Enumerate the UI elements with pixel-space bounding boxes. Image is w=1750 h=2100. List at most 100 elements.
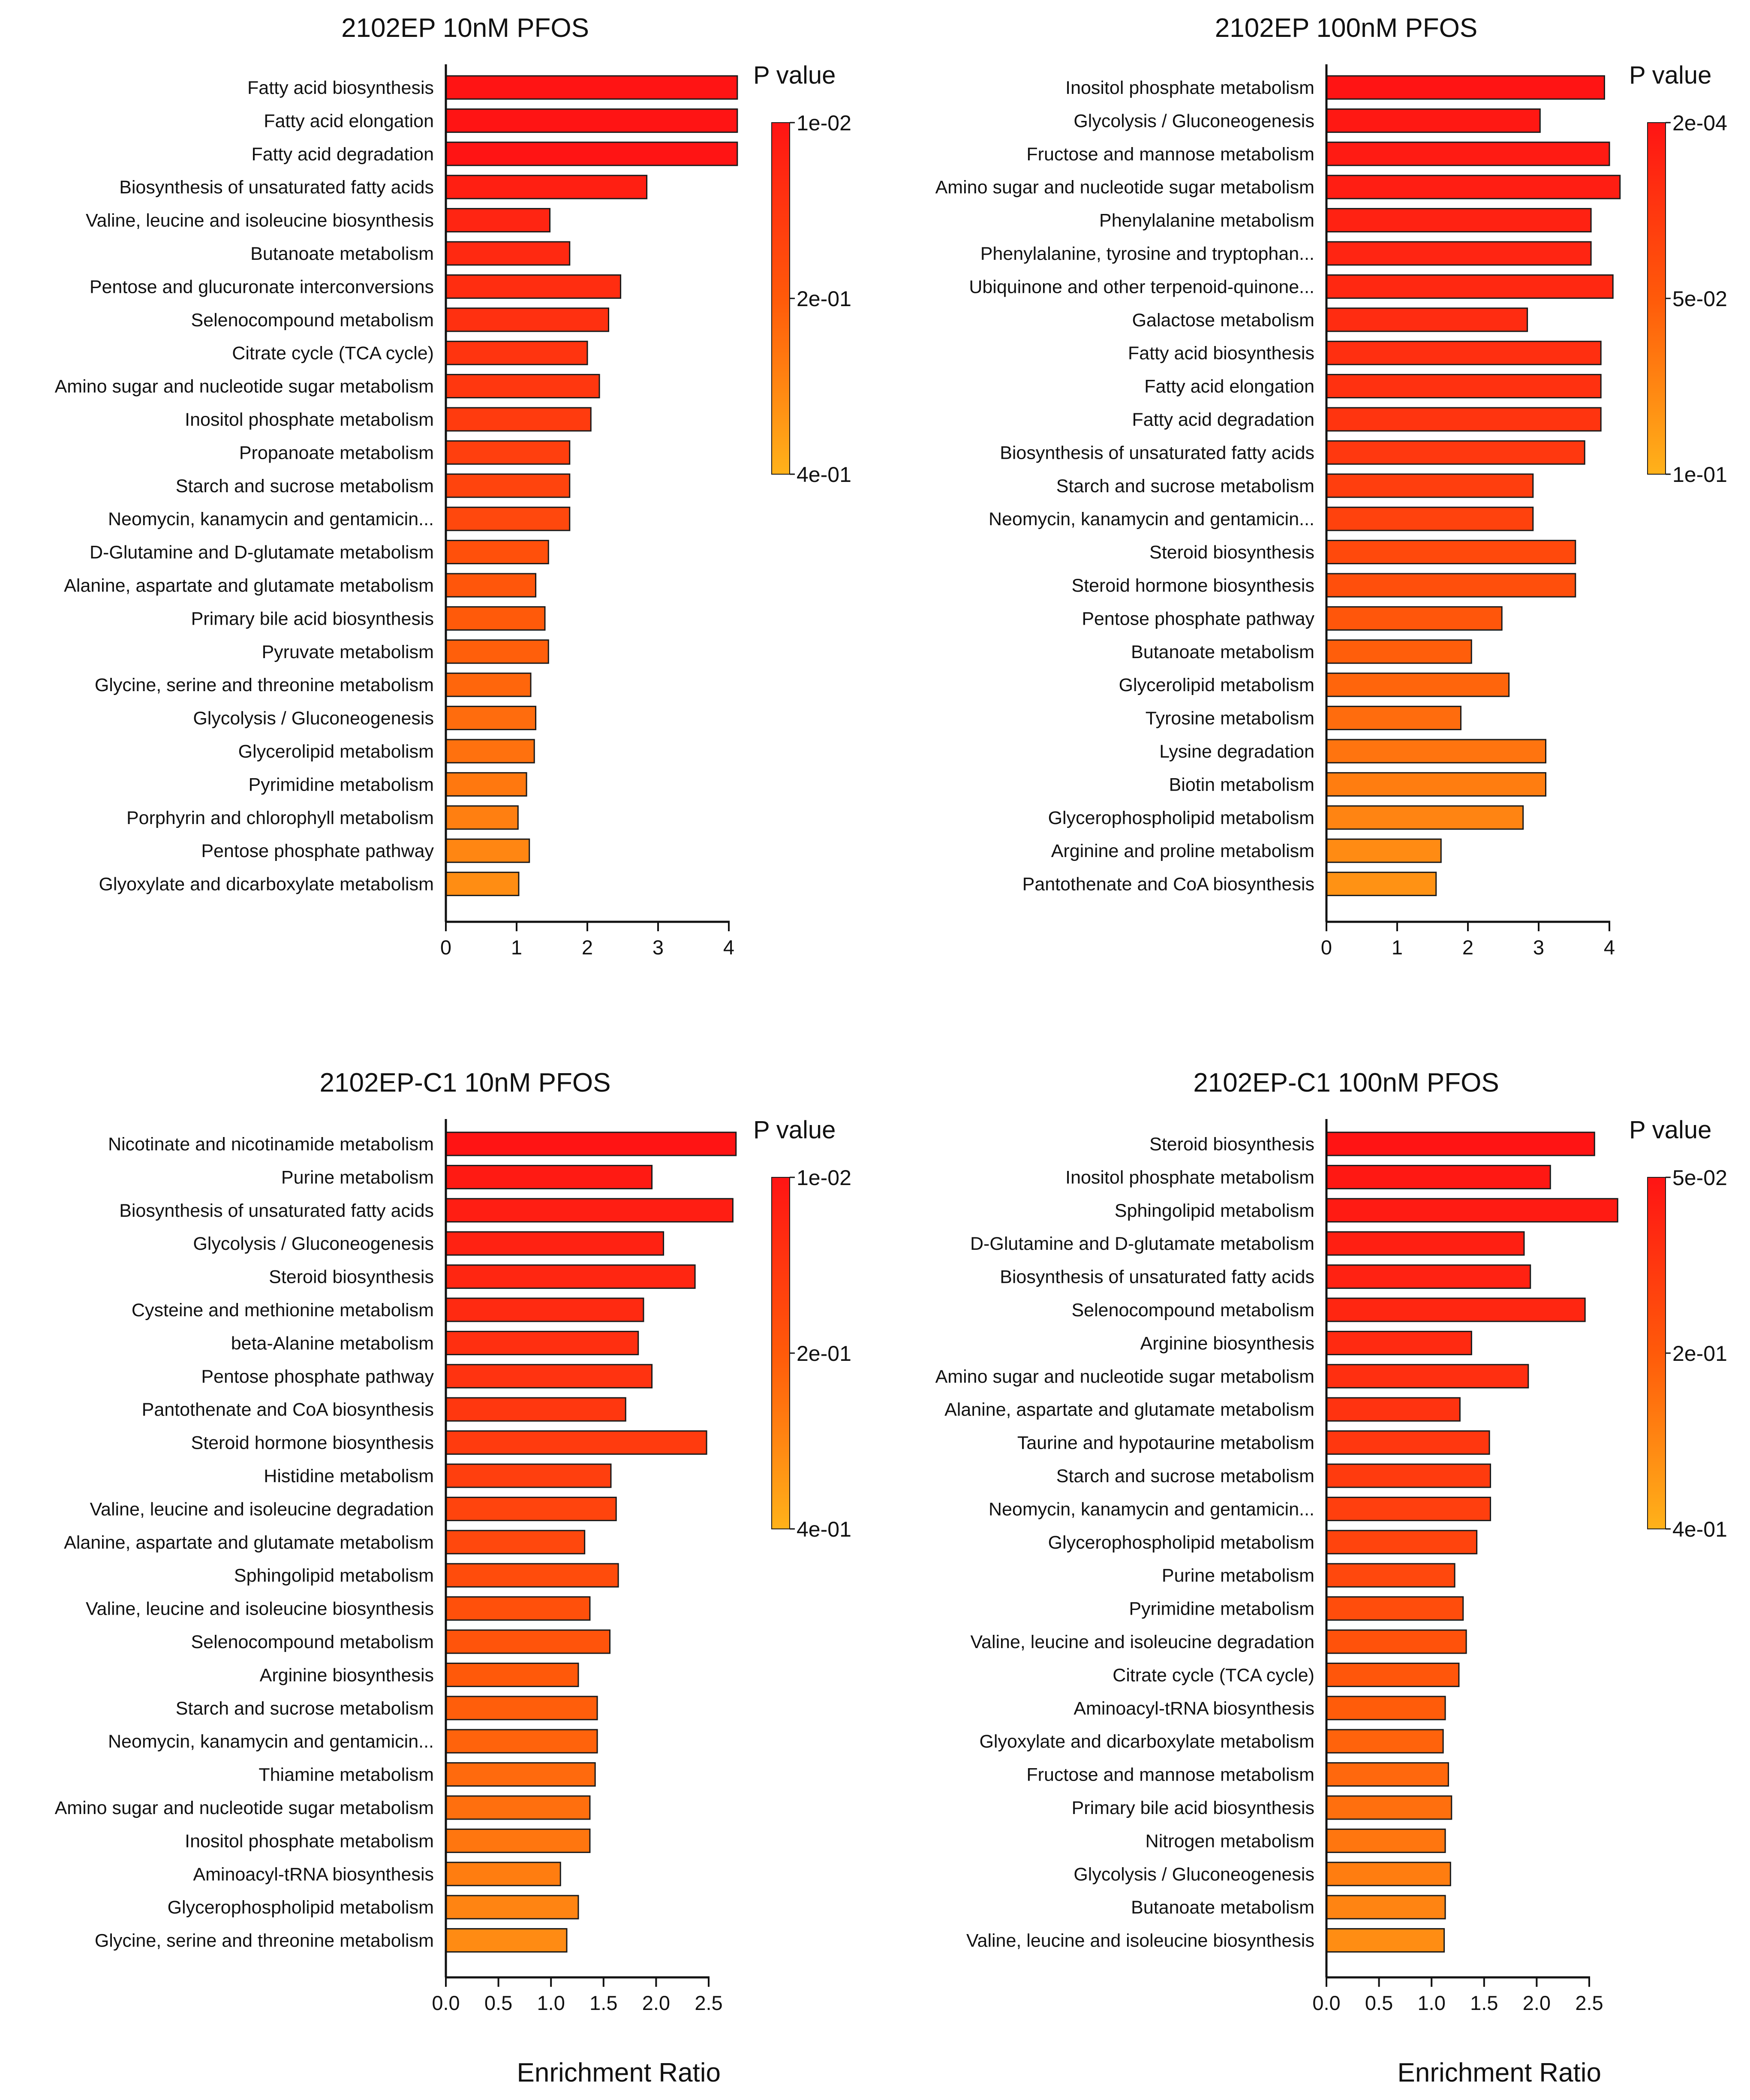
category-label: Starch and sucrose metabolism (1056, 1466, 1314, 1486)
category-label: Pentose and glucuronate interconversions (90, 277, 434, 297)
category-label: Biotin metabolism (1169, 774, 1314, 795)
x-tick-label: 2.5 (695, 1992, 722, 2014)
x-tick-label: 3 (1533, 936, 1544, 959)
category-label: Aminoacyl-tRNA biosynthesis (1073, 1698, 1314, 1719)
category-label: Pentose phosphate pathway (201, 1366, 434, 1387)
category-label: Primary bile acid biosynthesis (1072, 1798, 1314, 1818)
category-label: Primary bile acid biosynthesis (191, 608, 434, 629)
category-label: Valine, leucine and isoleucine degradati… (971, 1632, 1314, 1652)
chart-title: 2102EP-C1 10nM PFOS (320, 1068, 611, 1098)
bar (445, 407, 592, 432)
bar (445, 506, 571, 531)
bar (445, 1895, 579, 1919)
category-label: Alanine, aspartate and glutamate metabol… (64, 1532, 434, 1553)
bar (445, 1264, 696, 1289)
bar (445, 174, 648, 199)
bar (1326, 1231, 1525, 1256)
category-label: Ubiquinone and other terpenoid-quinone..… (969, 277, 1314, 297)
bar (445, 1330, 639, 1355)
category-label: Citrate cycle (TCA cycle) (232, 343, 434, 364)
category-label: Fructose and mannose metabolism (1026, 144, 1314, 165)
bar (1326, 208, 1592, 233)
category-label: Biosynthesis of unsaturated fatty acids (119, 1200, 434, 1221)
chart-panel-1: 2102EP 10nM PFOS Fatty acid biosynthesis F… (55, 13, 851, 959)
category-label: Citrate cycle (TCA cycle) (1113, 1665, 1314, 1685)
category-label: Steroid biosynthesis (1149, 1134, 1314, 1155)
bar (1326, 75, 1605, 100)
x-tick-label: 1.0 (1418, 1992, 1446, 2014)
bar (1326, 1762, 1449, 1787)
category-label: Pantothenate and CoA biosynthesis (1022, 874, 1314, 895)
x-tick-label: 1.0 (537, 1992, 565, 2014)
category-label: Amino sugar and nucleotide sugar metabol… (55, 1798, 434, 1818)
bar (1326, 1364, 1529, 1389)
bar (1326, 407, 1602, 432)
chart-title: 2102EP 100nM PFOS (1215, 13, 1477, 43)
category-label: Arginine biosynthesis (1140, 1333, 1314, 1354)
x-tick-label: 4 (723, 936, 734, 959)
category-label: Cysteine and methionine metabolism (132, 1300, 434, 1321)
category-label: beta-Alanine metabolism (231, 1333, 434, 1354)
bar (1326, 872, 1437, 897)
legend-title: P value (1629, 61, 1711, 89)
bar (445, 1198, 734, 1223)
category-label: Amino sugar and nucleotide sugar metabol… (55, 376, 434, 397)
bar (1326, 1895, 1446, 1919)
category-label: Fructose and mannose metabolism (1026, 1765, 1314, 1785)
category-label: Glycolysis / Gluconeogenesis (193, 1234, 434, 1254)
legend-title: P value (753, 61, 836, 89)
category-label: Phenylalanine, tyrosine and tryptophan..… (980, 244, 1314, 264)
x-tick-label: 0.5 (1365, 1992, 1393, 2014)
category-label: Lysine degradation (1159, 741, 1314, 762)
category-label: Fatty acid biosynthesis (247, 78, 434, 98)
bar (445, 1563, 619, 1588)
bar (445, 872, 520, 897)
legend-tick-label: 2e-01 (797, 287, 851, 311)
x-tick-label: 0 (440, 936, 451, 959)
bar (1326, 473, 1534, 498)
bar (445, 473, 571, 498)
bar (1326, 1463, 1491, 1488)
legend-color-bar (771, 122, 790, 475)
category-label: Glycine, serine and threonine metabolism (95, 675, 434, 695)
bar (1326, 1131, 1595, 1156)
category-label: Valine, leucine and isoleucine degradati… (90, 1499, 434, 1519)
category-label: Amino sugar and nucleotide sugar metabol… (935, 1366, 1314, 1387)
legend-tick-label: 4e-01 (797, 463, 851, 487)
category-label: Selenocompound metabolism (191, 1632, 434, 1652)
bar (445, 706, 537, 731)
legend-color-bar (1647, 122, 1666, 475)
bar (1326, 1297, 1586, 1322)
bar (445, 1164, 653, 1189)
category-label: Pentose phosphate pathway (1082, 608, 1314, 629)
category-label: Starch and sucrose metabolism (176, 476, 434, 496)
category-label: Fatty acid degradation (252, 144, 434, 165)
bar (1326, 374, 1602, 399)
legend-title: P value (753, 1116, 836, 1144)
category-label: Glyoxylate and dicarboxylate metabolism (979, 1731, 1314, 1752)
bar (445, 1297, 644, 1322)
bar (445, 274, 622, 299)
category-label: D-Glutamine and D-glutamate metabolism (970, 1234, 1314, 1254)
bar (445, 1496, 617, 1521)
category-label: Biosynthesis of unsaturated fatty acids (1000, 1267, 1314, 1288)
category-label: Pentose phosphate pathway (201, 841, 434, 861)
category-label: Butanoate metabolism (1131, 642, 1314, 662)
bar (445, 440, 571, 465)
bar (445, 1430, 707, 1455)
legend-tick-label: 4e-01 (1672, 1517, 1727, 1541)
category-label: Inositol phosphate metabolism (185, 1831, 434, 1851)
category-label: Neomycin, kanamycin and gentamicin... (989, 1499, 1314, 1519)
category-label: Inositol phosphate metabolism (185, 409, 434, 430)
category-label: Pantothenate and CoA biosynthesis (142, 1399, 434, 1420)
bar (445, 739, 535, 764)
category-label: Starch and sucrose metabolism (1056, 476, 1314, 496)
category-label: Glycerophospholipid metabolism (1048, 808, 1314, 828)
category-label: Glycerophospholipid metabolism (1048, 1532, 1314, 1553)
chart-panel-4: 2102EP-C1 100nM PFOS Steroid biosynthesis… (935, 1068, 1727, 2088)
bar (1326, 1264, 1531, 1289)
bar (1326, 340, 1602, 365)
category-label: Biosynthesis of unsaturated fatty acids (119, 177, 434, 198)
category-label: Arginine biosynthesis (260, 1665, 434, 1685)
category-label: Neomycin, kanamycin and gentamicin... (108, 1731, 434, 1752)
